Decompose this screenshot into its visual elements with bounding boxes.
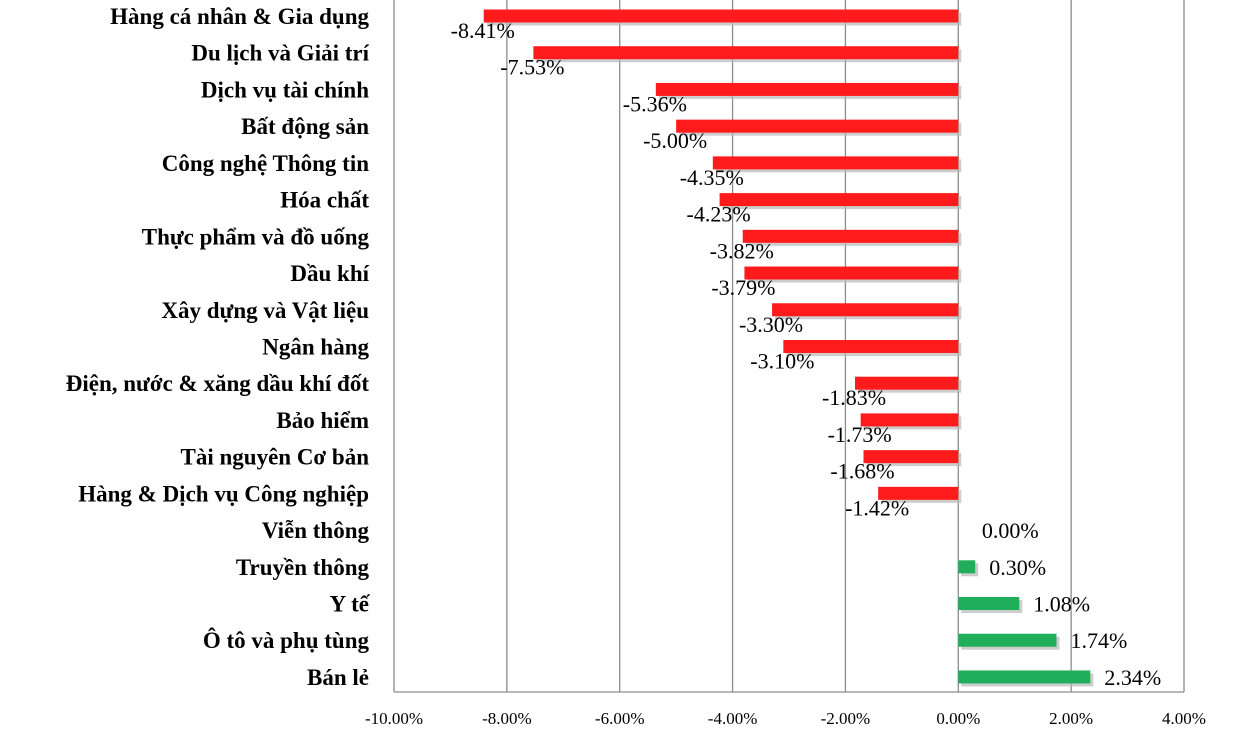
x-tick-label: 2.00% (1049, 709, 1093, 728)
category-label: Ô tô và phụ tùng (203, 627, 370, 653)
category-label: Tài nguyên Cơ bản (181, 445, 370, 470)
category-label: Bất động sản (241, 114, 369, 139)
x-tick-labels: -10.00% -8.00% -6.00% -4.00% -2.00% 0.00% 2.00… (365, 709, 1206, 728)
bar (712, 156, 959, 170)
value-label: -7.53% (500, 55, 564, 80)
value-label: -5.36% (623, 91, 687, 116)
bar (744, 266, 959, 280)
value-label: 1.08% (1033, 592, 1090, 617)
x-tick-label: -4.00% (708, 709, 758, 728)
value-label: -8.41% (451, 18, 515, 43)
value-label: 2.34% (1104, 665, 1161, 690)
bar (863, 450, 959, 464)
category-label: Ngân hàng (262, 334, 369, 359)
x-tick-label: -2.00% (821, 709, 871, 728)
value-label: -1.68% (830, 459, 894, 484)
value-label: -3.82% (710, 238, 774, 263)
value-label: -5.00% (643, 128, 707, 153)
bar (719, 193, 959, 207)
category-label: Truyền thông (236, 555, 370, 580)
bar (860, 413, 959, 427)
bar (483, 9, 959, 23)
bar (742, 229, 959, 243)
bar (958, 597, 1020, 611)
category-label: Hàng & Dịch vụ Công nghiệp (78, 481, 369, 506)
x-tick-label: -8.00% (482, 709, 532, 728)
category-labels: Hàng cá nhân & Gia dụng Du lịch và Giải t… (66, 4, 371, 690)
value-label: -3.30% (739, 312, 803, 337)
value-label: 0.30% (989, 555, 1046, 580)
category-label: Viễn thông (262, 518, 370, 543)
bar (958, 560, 976, 574)
value-label: -4.23% (687, 202, 751, 227)
category-label: Y tế (330, 592, 371, 617)
bars (483, 9, 1094, 687)
category-label: Du lịch và Giải trí (191, 41, 369, 66)
category-label: Dịch vụ tài chính (201, 77, 369, 102)
bar (855, 376, 959, 390)
category-label: Hàng cá nhân & Gia dụng (110, 4, 369, 29)
category-label: Công nghệ Thông tin (162, 151, 370, 176)
value-labels: -8.41% -7.53% -5.36% -5.00% -4.35% -4.23% -3.8… (451, 18, 1162, 690)
bar (958, 670, 1091, 684)
category-label: Hóa chất (280, 188, 369, 213)
x-tick-label: -6.00% (595, 709, 645, 728)
category-label: Điện, nước & xăng dầu khí đốt (66, 371, 370, 396)
value-label: -4.35% (680, 165, 744, 190)
x-tick-label: 4.00% (1162, 709, 1206, 728)
x-tick-label: -10.00% (365, 709, 423, 728)
bar (772, 303, 959, 317)
x-tick-label: 0.00% (936, 709, 980, 728)
category-label: Dầu khí (290, 261, 369, 286)
bar (783, 339, 959, 353)
bar (878, 486, 959, 500)
value-label: 0.00% (982, 518, 1039, 543)
value-label: -1.83% (822, 385, 886, 410)
value-label: -3.10% (750, 348, 814, 373)
bar (533, 46, 959, 60)
category-label: Thực phẩm và đồ uống (142, 224, 370, 249)
category-label: Bán lẻ (307, 665, 369, 690)
category-label: Xây dựng và Vật liệu (161, 298, 369, 323)
value-label: -1.42% (845, 495, 909, 520)
category-label: Bảo hiểm (276, 408, 369, 433)
bar (676, 119, 959, 133)
value-label: -3.79% (711, 275, 775, 300)
bar (655, 82, 959, 96)
bar (958, 633, 1057, 647)
value-label: 1.74% (1070, 628, 1127, 653)
value-label: -1.73% (828, 422, 892, 447)
